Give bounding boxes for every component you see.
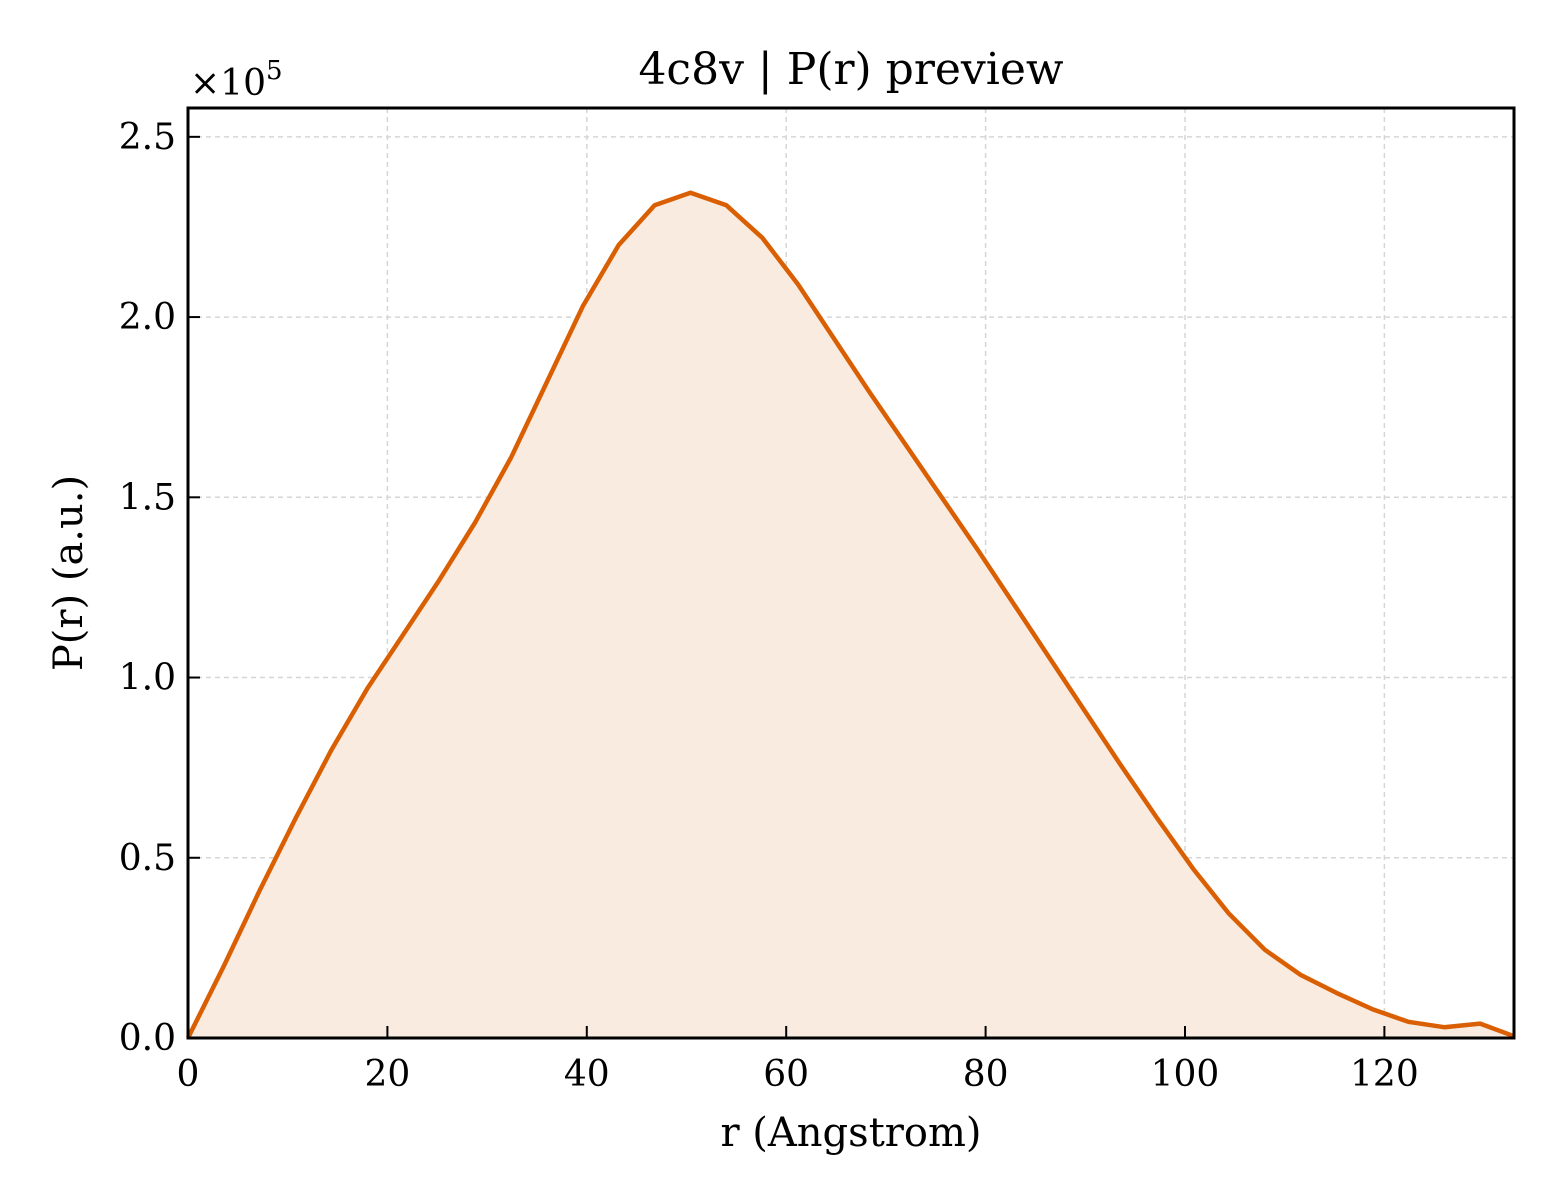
multiplier-base: ×10 [190, 63, 266, 104]
x-tick-label: 20 [364, 1054, 410, 1095]
x-tick-label: 40 [564, 1054, 610, 1095]
y-tick-label: 2.0 [119, 297, 176, 338]
chart-title: 4c8v | P(r) preview [638, 44, 1063, 95]
y-tick-label: 0.5 [119, 838, 176, 879]
x-tick-label: 100 [1151, 1054, 1220, 1095]
y-axis-label: P(r) (a.u.) [46, 475, 92, 671]
y-tick-label: 0.0 [119, 1018, 176, 1059]
plot-frame [186, 106, 1516, 1040]
x-tick-label: 120 [1350, 1054, 1419, 1095]
x-axis-label: r (Angstrom) [720, 1110, 981, 1156]
x-tick-label: 80 [963, 1054, 1009, 1095]
multiplier-exponent: 5 [266, 56, 283, 86]
series-line [185, 190, 1515, 1040]
x-tick-label: 0 [177, 1054, 200, 1095]
area-fill [188, 192, 1514, 1038]
y-axis-multiplier: ×105 [190, 56, 283, 104]
tick-layer: 0 20 40 60 80 100 120 0.0 0.5 1.0 1.5 2.0 2.5 [119, 117, 1419, 1095]
x-tick-label: 60 [763, 1054, 809, 1095]
y-tick-label: 1.0 [119, 658, 176, 699]
y-tick-label: 1.5 [119, 477, 176, 518]
y-tick-label: 2.5 [119, 117, 176, 158]
